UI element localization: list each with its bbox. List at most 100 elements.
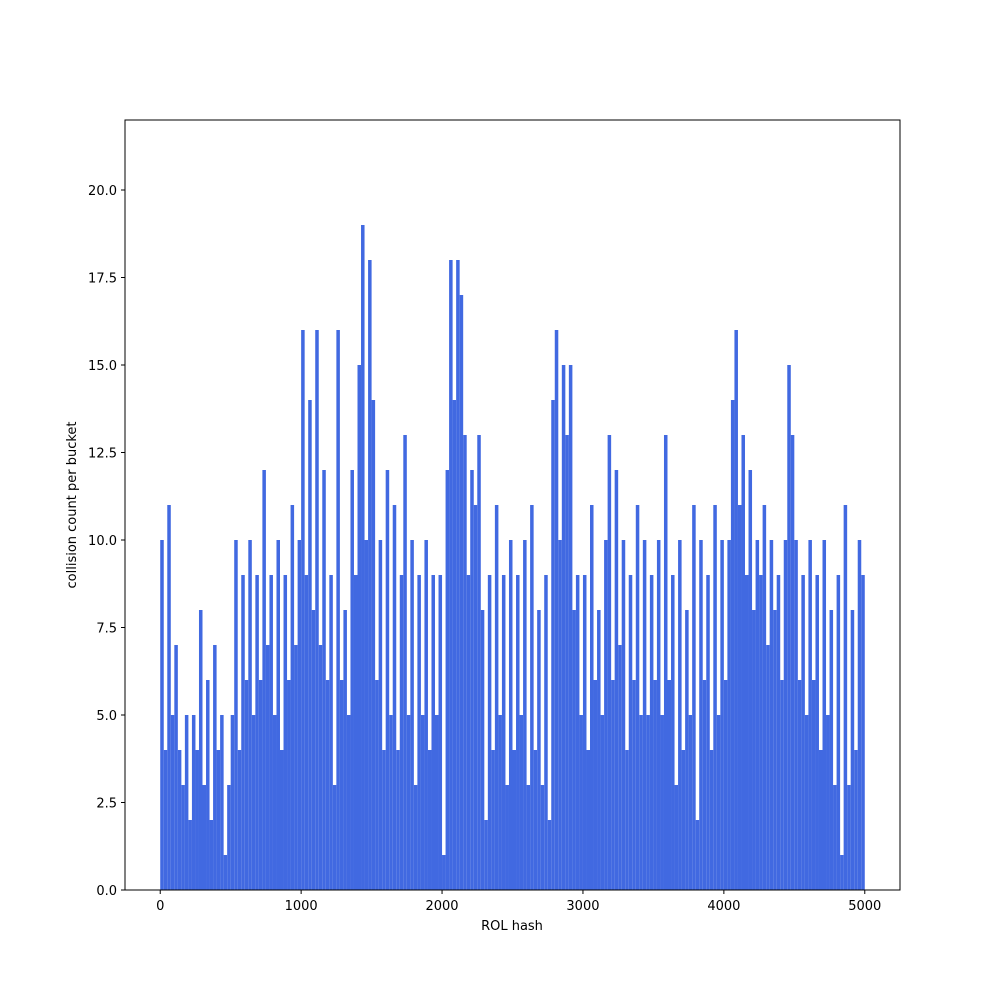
bar [790,435,795,890]
bar [632,680,636,890]
bar [466,575,471,890]
bar [713,505,717,890]
bar [452,400,457,890]
bar [399,575,404,890]
bar [766,645,770,890]
bar [685,610,689,890]
y-axis-label: collision count per bucket [65,422,80,589]
bar [815,575,819,890]
bar [561,365,566,890]
bar [850,610,855,890]
bar [840,855,844,890]
bar [406,715,411,890]
bar [177,750,182,890]
bar [727,540,731,890]
bar [209,820,214,890]
bar [184,715,189,890]
bar [709,750,714,890]
bar [847,785,851,890]
bar [170,715,175,890]
bar [505,785,509,890]
bar [463,435,467,890]
bar [301,330,305,890]
bar [579,715,583,890]
bar [343,610,347,890]
bar [660,715,664,890]
bar [755,540,760,890]
bar [783,540,788,890]
bar [716,715,721,890]
bar [508,540,513,890]
bar [833,785,837,890]
bar [656,540,661,890]
bar [787,365,791,890]
bar [244,680,249,890]
bar [554,330,559,890]
bar [276,540,280,890]
bar [568,365,573,890]
bar [304,575,309,890]
bar [308,400,312,890]
bar [822,540,827,890]
bar [625,750,629,890]
bar [526,785,531,890]
bar [216,750,221,890]
bar [646,715,650,890]
x-tick-label: 1000 [285,899,318,914]
bar [375,680,379,890]
y-tick-label: 15.0 [88,359,117,374]
bar [442,855,446,890]
bar [706,575,710,890]
bar [287,680,291,890]
bar [350,470,354,890]
bar [826,715,830,890]
bar [678,540,682,890]
bar [290,505,295,890]
bar [223,855,228,890]
bar [537,610,541,890]
bar [269,575,273,890]
bar [280,750,284,890]
bar [861,575,865,890]
bar [174,645,178,890]
bar [663,435,668,890]
bar [695,820,700,890]
bar [681,750,686,890]
bar [530,505,534,890]
bar [512,750,517,890]
bar [202,785,207,890]
y-tick-label: 12.5 [88,447,117,462]
bar [487,575,492,890]
bar [237,750,242,890]
bar [494,505,499,890]
bar [353,575,358,890]
bar [241,575,245,890]
x-tick-label: 0 [156,899,164,914]
x-axis-label: ROL hash [481,919,543,934]
bar [382,750,386,890]
bar [600,715,605,890]
bar [618,645,622,890]
bar [667,680,672,890]
bar [322,470,326,890]
x-tick-label: 5000 [848,899,881,914]
bar [575,575,580,890]
bar [540,785,545,890]
bar [745,575,749,890]
bar [318,645,323,890]
bar [604,540,608,890]
bar [794,540,798,890]
bar [611,680,615,890]
bar [413,785,418,890]
bar [315,330,319,890]
bar [227,785,231,890]
bar [364,540,369,890]
bar [797,680,802,890]
bar [801,575,805,890]
bar [248,540,252,890]
x-tick-label: 4000 [707,899,740,914]
bar [230,715,235,890]
bar [699,540,703,890]
bar [818,750,823,890]
